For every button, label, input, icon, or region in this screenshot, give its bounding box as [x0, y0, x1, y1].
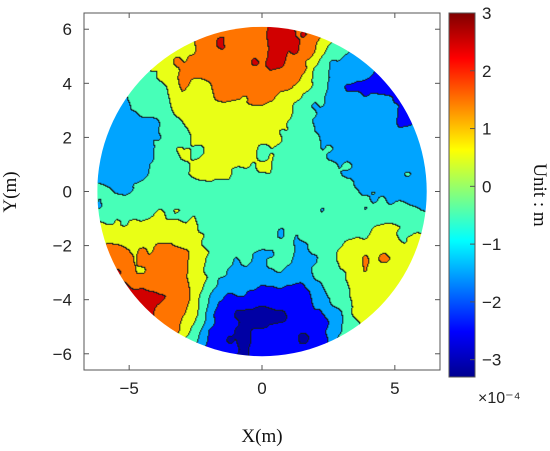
y-tick-label: −2 — [53, 237, 72, 256]
colorbar-tick-label: −1 — [482, 235, 501, 254]
colorbar-exponent: ×10⁻⁴ — [478, 390, 521, 407]
colorbar: 3 2 1 0 −1 −2 −3 Unit : m ×10⁻⁴ — [448, 4, 550, 407]
x-tick-label: 0 — [257, 379, 266, 398]
y-tick-label: 2 — [63, 128, 72, 147]
colorbar-tick-label: −3 — [482, 351, 501, 370]
colorbar-tick-label: 0 — [482, 177, 491, 196]
colorbar-tick-label: −2 — [482, 293, 501, 312]
y-tick-label: −4 — [53, 291, 72, 310]
y-tick-label: 0 — [63, 183, 72, 202]
plot-area — [83, 12, 441, 371]
y-axis: 6 4 2 0 −2 −4 −6 — [53, 20, 440, 364]
contour-field — [97, 26, 427, 357]
x-axis-label: X(m) — [241, 426, 282, 447]
colorbar-tick-label: 3 — [482, 4, 491, 23]
colorbar-scale — [448, 12, 476, 378]
y-tick-label: −6 — [53, 345, 72, 364]
x-tick-label: −5 — [119, 379, 138, 398]
y-tick-label: 6 — [63, 20, 72, 39]
x-tick-label: 5 — [390, 379, 399, 398]
colorbar-tick-label: 2 — [482, 62, 491, 81]
y-axis-label: Y(m) — [0, 171, 21, 212]
x-axis: −5 0 5 — [119, 13, 400, 398]
colorbar-tick-label: 1 — [482, 120, 491, 139]
colorbar-label: Unit : m — [529, 163, 550, 227]
y-tick-label: 4 — [63, 74, 72, 93]
colorbar-ticks: 3 2 1 0 −1 −2 −3 — [470, 4, 501, 370]
